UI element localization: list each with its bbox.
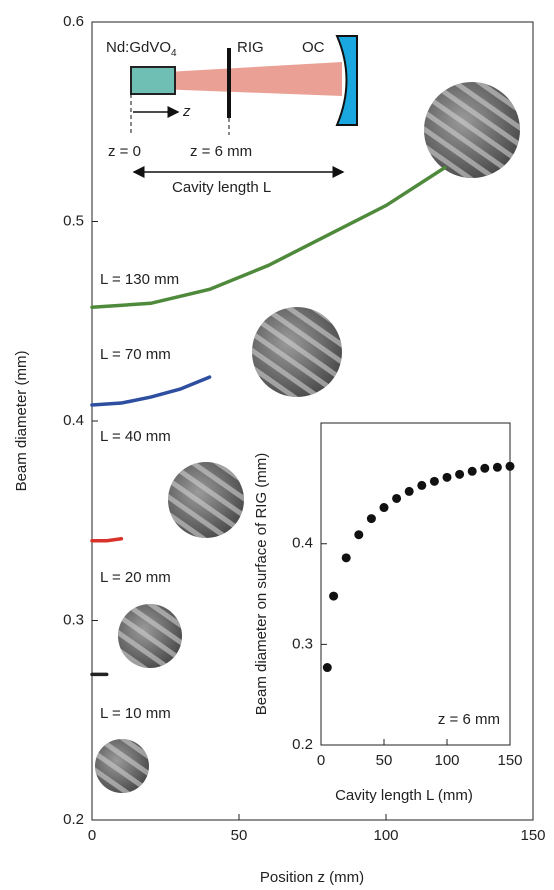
y-tick-label: 0.4	[292, 535, 313, 552]
length-label: L = 20 mm	[100, 569, 171, 586]
schematic: Nd:GdVO4 RIG OC z z = 0 z = 6 mm Cavity …	[106, 35, 358, 196]
cavity-label: Cavity length L	[172, 179, 271, 196]
rig-label: RIG	[237, 39, 264, 56]
y-tick-label: 0.5	[63, 212, 84, 229]
crystal-label-main: Nd:GdVO	[106, 39, 171, 56]
x-tick-label: 100	[373, 827, 398, 844]
z6-label: z = 6 mm	[190, 143, 252, 160]
x-tick-label: 50	[231, 827, 248, 844]
length-label: L = 40 mm	[100, 428, 171, 445]
y-tick-label: 0.2	[292, 736, 313, 753]
x-axis-label: Position z (mm)	[260, 869, 364, 886]
data-point	[417, 480, 427, 490]
oc-label: OC	[302, 39, 325, 56]
y-tick-label: 0.3	[63, 611, 84, 628]
length-label: L = 130 mm	[100, 271, 179, 288]
y-tick-label: 0.4	[63, 412, 84, 429]
data-point	[467, 466, 477, 476]
data-point	[392, 493, 402, 503]
y-tick-label: 0.2	[63, 811, 84, 828]
data-point	[480, 463, 490, 473]
x-tick-label: 150	[497, 752, 522, 769]
data-point	[492, 462, 502, 472]
data-point	[322, 663, 332, 673]
x-tick-label: 150	[520, 827, 545, 844]
x-tick-label: 0	[88, 827, 96, 844]
data-point	[341, 553, 351, 563]
beam-line	[90, 536, 124, 543]
x-tick-label: 100	[434, 752, 459, 769]
data-point	[404, 486, 414, 496]
crystal-label: Nd:GdVO4	[106, 39, 177, 59]
beam-line	[90, 375, 212, 407]
data-point	[379, 503, 389, 513]
maze-images	[95, 82, 520, 793]
length-label: L = 10 mm	[100, 705, 171, 722]
data-point	[442, 472, 452, 482]
inset-y-axis-label: Beam diameter on surface of RIG (mm)	[253, 453, 270, 716]
inset-annotation: z = 6 mm	[438, 711, 500, 728]
data-point	[505, 461, 515, 471]
inset-x-axis-label: Cavity length L (mm)	[335, 787, 473, 804]
y-tick-label: 0.3	[292, 635, 313, 652]
data-point	[455, 469, 465, 479]
z0-label: z = 0	[108, 143, 141, 160]
data-point	[329, 591, 339, 601]
data-point	[366, 514, 376, 524]
length-label: L = 70 mm	[100, 346, 171, 363]
z-label: z	[182, 103, 191, 120]
crystal-label-subscript: 4	[171, 48, 177, 59]
data-point	[429, 476, 439, 486]
x-tick-label: 50	[376, 752, 393, 769]
x-tick-label: 0	[317, 752, 325, 769]
y-axis-label: Beam diameter (mm)	[13, 351, 30, 492]
y-tick-label: 0.6	[63, 13, 84, 30]
data-point	[354, 530, 364, 540]
beam-line	[90, 165, 447, 310]
inset-frame	[320, 422, 511, 746]
